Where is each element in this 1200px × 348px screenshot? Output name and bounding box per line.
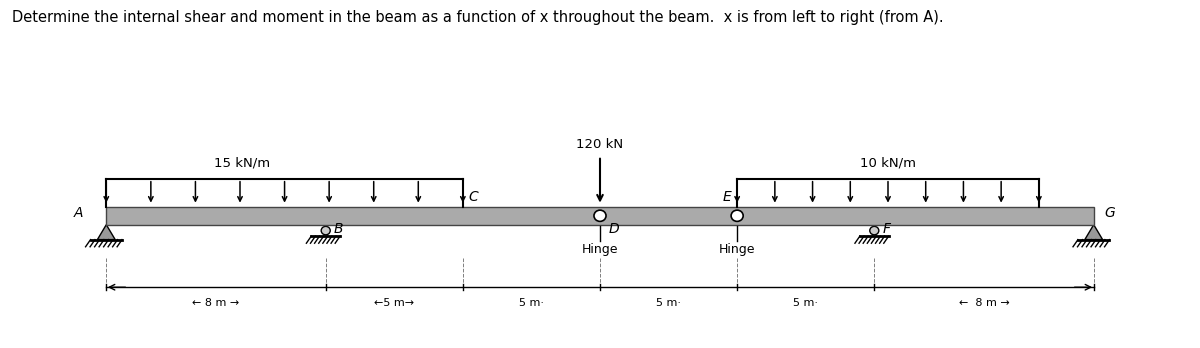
Text: E: E (722, 190, 732, 204)
Text: A: A (74, 206, 84, 220)
Text: ←  8 m →: ← 8 m → (959, 298, 1009, 308)
Text: ←5 m→: ←5 m→ (374, 298, 414, 308)
Text: ← 8 m →: ← 8 m → (192, 298, 240, 308)
Text: 10 kN/m: 10 kN/m (860, 156, 916, 169)
Text: 5 m·: 5 m· (518, 298, 544, 308)
Text: 120 kN: 120 kN (576, 138, 624, 151)
Text: 15 kN/m: 15 kN/m (214, 156, 270, 169)
Text: Determine the internal shear and moment in the beam as a function of x throughou: Determine the internal shear and moment … (12, 10, 943, 25)
Text: G: G (1105, 206, 1116, 220)
Text: B: B (334, 222, 343, 236)
Text: C: C (468, 190, 478, 204)
Text: D: D (608, 222, 619, 236)
Circle shape (731, 210, 743, 221)
Text: Hinge: Hinge (719, 243, 755, 256)
Text: 5 m·: 5 m· (793, 298, 818, 308)
Text: Hinge: Hinge (582, 243, 618, 256)
Polygon shape (97, 225, 115, 240)
Text: 5 m·: 5 m· (656, 298, 682, 308)
Circle shape (870, 227, 878, 235)
Text: F: F (882, 222, 890, 236)
Circle shape (594, 210, 606, 221)
Bar (107, 207, 1093, 225)
Circle shape (322, 227, 330, 235)
Polygon shape (1085, 225, 1103, 240)
